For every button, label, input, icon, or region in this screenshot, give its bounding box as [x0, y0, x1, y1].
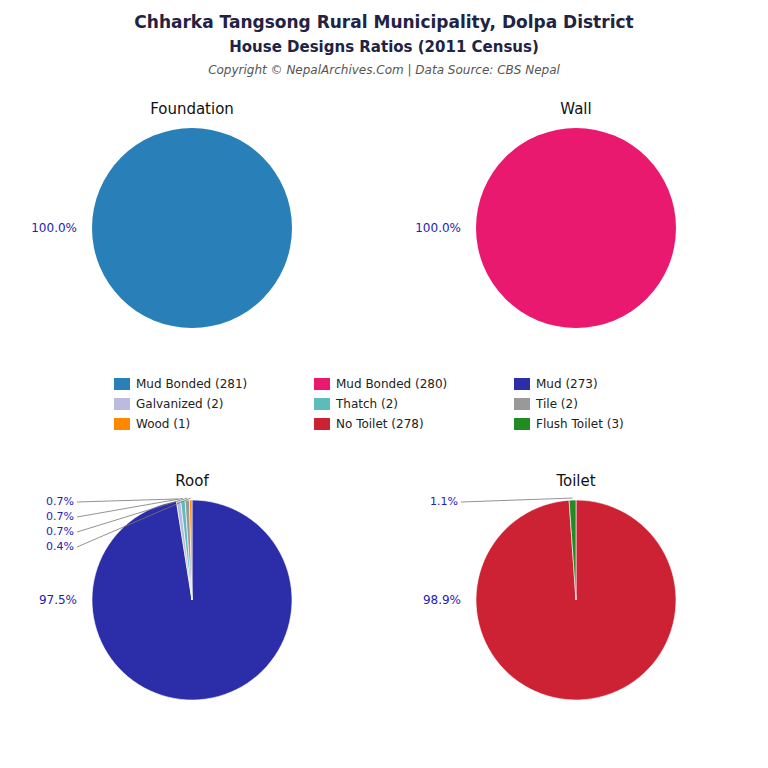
legend-label: Thatch (2) — [335, 397, 398, 411]
pie-title: Roof — [175, 472, 209, 490]
pie-title: Toilet — [555, 472, 595, 490]
legend-label: Tile (2) — [535, 397, 578, 411]
legend-label: No Toilet (278) — [336, 417, 424, 431]
data-label: 1.1% — [430, 495, 458, 508]
pie-slice — [569, 500, 576, 600]
pie-chart: Toilet 98.9% 1.1% — [423, 472, 676, 700]
legend-label: Mud Bonded (280) — [336, 377, 447, 391]
data-label: 0.7% — [46, 525, 74, 538]
leader-line — [77, 498, 191, 547]
data-label: 97.5% — [39, 593, 77, 607]
leader-line — [461, 498, 572, 502]
legend-swatch — [114, 418, 130, 430]
background — [0, 0, 768, 768]
pie-chart: Roof 97.5% 0.7% 0.7% 0.7% 0.4% — [39, 472, 292, 700]
pie-title: Foundation — [150, 100, 234, 118]
pie-slice — [476, 500, 676, 700]
data-label: 98.9% — [423, 593, 461, 607]
data-label: 0.4% — [46, 540, 74, 553]
leader-line — [77, 498, 183, 517]
data-label: 0.7% — [46, 510, 74, 523]
title: Chharka Tangsong Rural Municipality, Dol… — [134, 12, 633, 32]
pie-slice — [92, 500, 292, 700]
legend-swatch — [514, 378, 530, 390]
pie-slice — [476, 128, 676, 328]
legend-swatch — [514, 418, 530, 430]
pie-slice — [185, 500, 192, 600]
data-label: 100.0% — [415, 221, 461, 235]
pie-chart: Wall 100.0% — [415, 100, 676, 328]
pie-chart: Foundation 100.0% — [31, 100, 292, 328]
legend-label: Mud Bonded (281) — [136, 377, 247, 391]
annotation: Copyright © NepalArchives.Com | Data Sou… — [208, 63, 560, 77]
pie-slice — [181, 500, 192, 600]
subtitle: House Designs Ratios (2011 Census) — [229, 38, 539, 56]
pie-title: Wall — [560, 100, 591, 118]
legend-swatch — [114, 378, 130, 390]
legend-swatch — [114, 398, 130, 410]
legend-label: Wood (1) — [136, 417, 190, 431]
leader-line — [77, 498, 187, 532]
legend-label: Flush Toilet (3) — [536, 417, 624, 431]
data-label: 100.0% — [31, 221, 77, 235]
legend-swatch — [314, 418, 330, 430]
legend-swatch — [314, 398, 330, 410]
pie-slice — [189, 500, 192, 600]
legend: Mud Bonded (281) Mud Bonded (280) Mud (273… — [114, 377, 624, 431]
pie-slice — [176, 501, 192, 600]
legend-label: Mud (273) — [536, 377, 598, 391]
legend-swatch — [514, 398, 530, 410]
legend-swatch — [314, 378, 330, 390]
pie-slice — [92, 128, 292, 328]
legend-label: Galvanized (2) — [136, 397, 224, 411]
data-label: 0.7% — [46, 495, 74, 508]
chart-root: Chharka Tangsong Rural Municipality, Dol… — [0, 0, 768, 768]
